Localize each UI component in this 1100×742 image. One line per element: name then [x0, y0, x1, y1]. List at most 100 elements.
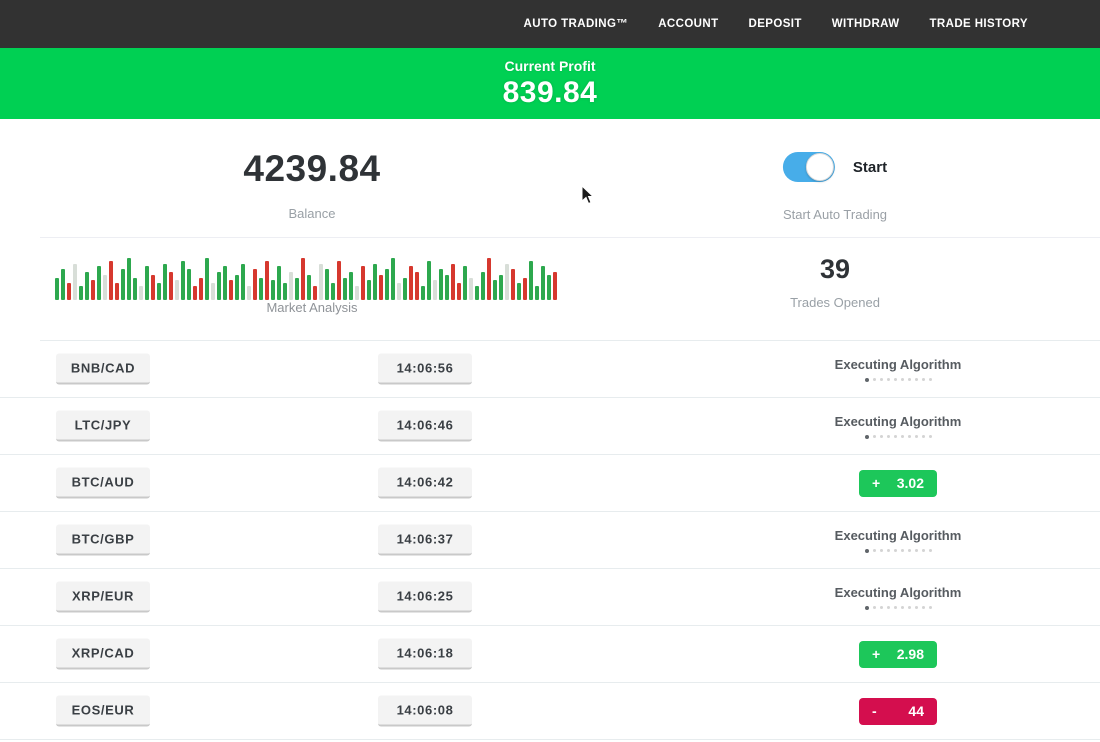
- market-analysis-bar: [61, 269, 65, 300]
- status-zone: - 44: [798, 683, 998, 739]
- nav-auto-trading[interactable]: AUTO TRADING™: [523, 18, 629, 30]
- progress-dot: [907, 435, 911, 438]
- progress-dot: [928, 549, 932, 552]
- progress-dot: [886, 378, 890, 381]
- pair-pill: BTC/GBP: [56, 524, 150, 556]
- market-analysis-bar: [145, 266, 149, 300]
- progress-dot: [921, 378, 925, 381]
- market-analysis-bar: [277, 266, 281, 300]
- market-analysis-bar: [529, 261, 533, 300]
- progress-dots: [864, 434, 932, 439]
- progress-dot: [879, 549, 883, 552]
- progress-dot: [872, 606, 876, 609]
- market-analysis-bar: [469, 278, 473, 300]
- badge-sign: -: [872, 703, 877, 719]
- trade-row: XRP/CAD 14:06:18 +2.98: [0, 626, 1100, 683]
- market-analysis-bar: [235, 275, 239, 300]
- trade-row: XRP/EUR 14:06:25 Executing Algorithm: [0, 569, 1100, 626]
- balance-value: 4239.84: [243, 148, 381, 189]
- market-analysis-bar: [55, 278, 59, 300]
- market-analysis-bar: [121, 269, 125, 300]
- market-analysis-bar: [445, 275, 449, 300]
- pair-pill: EOS/EUR: [56, 695, 150, 727]
- market-analysis-bar: [547, 275, 551, 300]
- market-analysis-bar: [247, 286, 251, 300]
- market-analysis-bar: [301, 258, 305, 300]
- progress-dot: [864, 434, 869, 439]
- nav-deposit[interactable]: DEPOSIT: [748, 18, 802, 30]
- progress-dots: [864, 548, 932, 553]
- progress-dot: [893, 549, 897, 552]
- progress-dot: [928, 606, 932, 609]
- market-analysis-bar: [475, 286, 479, 300]
- market-analysis-bar: [91, 280, 95, 300]
- market-analysis-bar: [151, 275, 155, 300]
- market-analysis-bar: [391, 258, 395, 300]
- progress-dot: [900, 435, 904, 438]
- nav-account[interactable]: ACCOUNT: [658, 18, 719, 30]
- status-zone: Executing Algorithm: [798, 398, 998, 454]
- progress-dot: [907, 606, 911, 609]
- market-analysis-bar: [397, 283, 401, 300]
- progress-dot: [900, 549, 904, 552]
- nav-trade-history[interactable]: TRADE HISTORY: [929, 18, 1028, 30]
- trade-row: LTC/JPY 14:06:46 Executing Algorithm: [0, 398, 1100, 455]
- market-analysis-bar: [493, 280, 497, 300]
- market-analysis-bar: [295, 278, 299, 300]
- market-analysis-bar: [403, 278, 407, 300]
- market-analysis-bar: [373, 264, 377, 300]
- toggle-knob[interactable]: [805, 153, 834, 181]
- market-analysis-bar: [79, 286, 83, 300]
- progress-dot: [886, 549, 890, 552]
- market-analysis-bar: [223, 266, 227, 300]
- progress-dot: [914, 435, 918, 438]
- pair-pill: BTC/AUD: [56, 467, 150, 499]
- progress-dot: [928, 378, 932, 381]
- market-analysis-bar: [103, 275, 107, 300]
- market-analysis-bar: [433, 280, 437, 300]
- executing-label: Executing Algorithm: [834, 356, 962, 372]
- market-analysis-bar: [535, 286, 539, 300]
- progress-dot: [900, 606, 904, 609]
- executing-label: Executing Algorithm: [834, 413, 962, 429]
- loss-badge: - 44: [859, 697, 937, 725]
- market-analysis-bar: [241, 264, 245, 300]
- progress-dots: [864, 377, 932, 382]
- market-analysis-bar: [211, 283, 215, 300]
- market-analysis-bar: [271, 280, 275, 300]
- market-analysis-bar: [355, 286, 359, 300]
- pair-pill: XRP/CAD: [56, 638, 150, 670]
- trade-rows: BNB/CAD 14:06:56 Executing Algorithm LTC/JP…: [0, 341, 1100, 740]
- market-analysis-bar: [427, 261, 431, 300]
- market-analysis-bar: [463, 266, 467, 300]
- progress-dot: [879, 606, 883, 609]
- progress-dots: [864, 605, 932, 610]
- progress-dot: [907, 549, 911, 552]
- time-pill: 14:06:25: [378, 581, 472, 613]
- market-analysis-bar: [193, 286, 197, 300]
- toggle-label: Start: [852, 158, 888, 176]
- progress-dot: [879, 435, 883, 438]
- trades-opened-block: 39 Trades Opened: [790, 254, 880, 310]
- market-analysis-bar: [127, 258, 131, 300]
- nav-withdraw[interactable]: WITHDRAW: [831, 18, 900, 30]
- market-analysis-bar: [517, 283, 521, 300]
- market-analysis-bar: [313, 286, 317, 300]
- market-analysis-bar: [109, 261, 113, 300]
- market-analysis-bar: [487, 258, 491, 300]
- badge-value: 2.98: [896, 646, 924, 662]
- market-analysis-bar: [187, 269, 191, 300]
- auto-trading-toggle-block: Start: [782, 152, 888, 182]
- progress-dot: [900, 378, 904, 381]
- auto-trading-caption: Start Auto Trading: [782, 207, 888, 222]
- auto-trading-toggle[interactable]: [782, 152, 835, 182]
- market-analysis-chart: [55, 256, 561, 300]
- market-analysis-bar: [385, 269, 389, 300]
- market-analysis-bar: [415, 272, 419, 300]
- pair-pill: BNB/CAD: [56, 353, 150, 385]
- profit-banner: Current Profit 839.84: [0, 48, 1100, 119]
- market-analysis-bar: [319, 264, 323, 300]
- market-analysis-bar: [325, 269, 329, 300]
- balance-block: 4239.84 Balance: [243, 148, 380, 221]
- trade-row: BTC/AUD 14:06:42 +3.02: [0, 455, 1100, 512]
